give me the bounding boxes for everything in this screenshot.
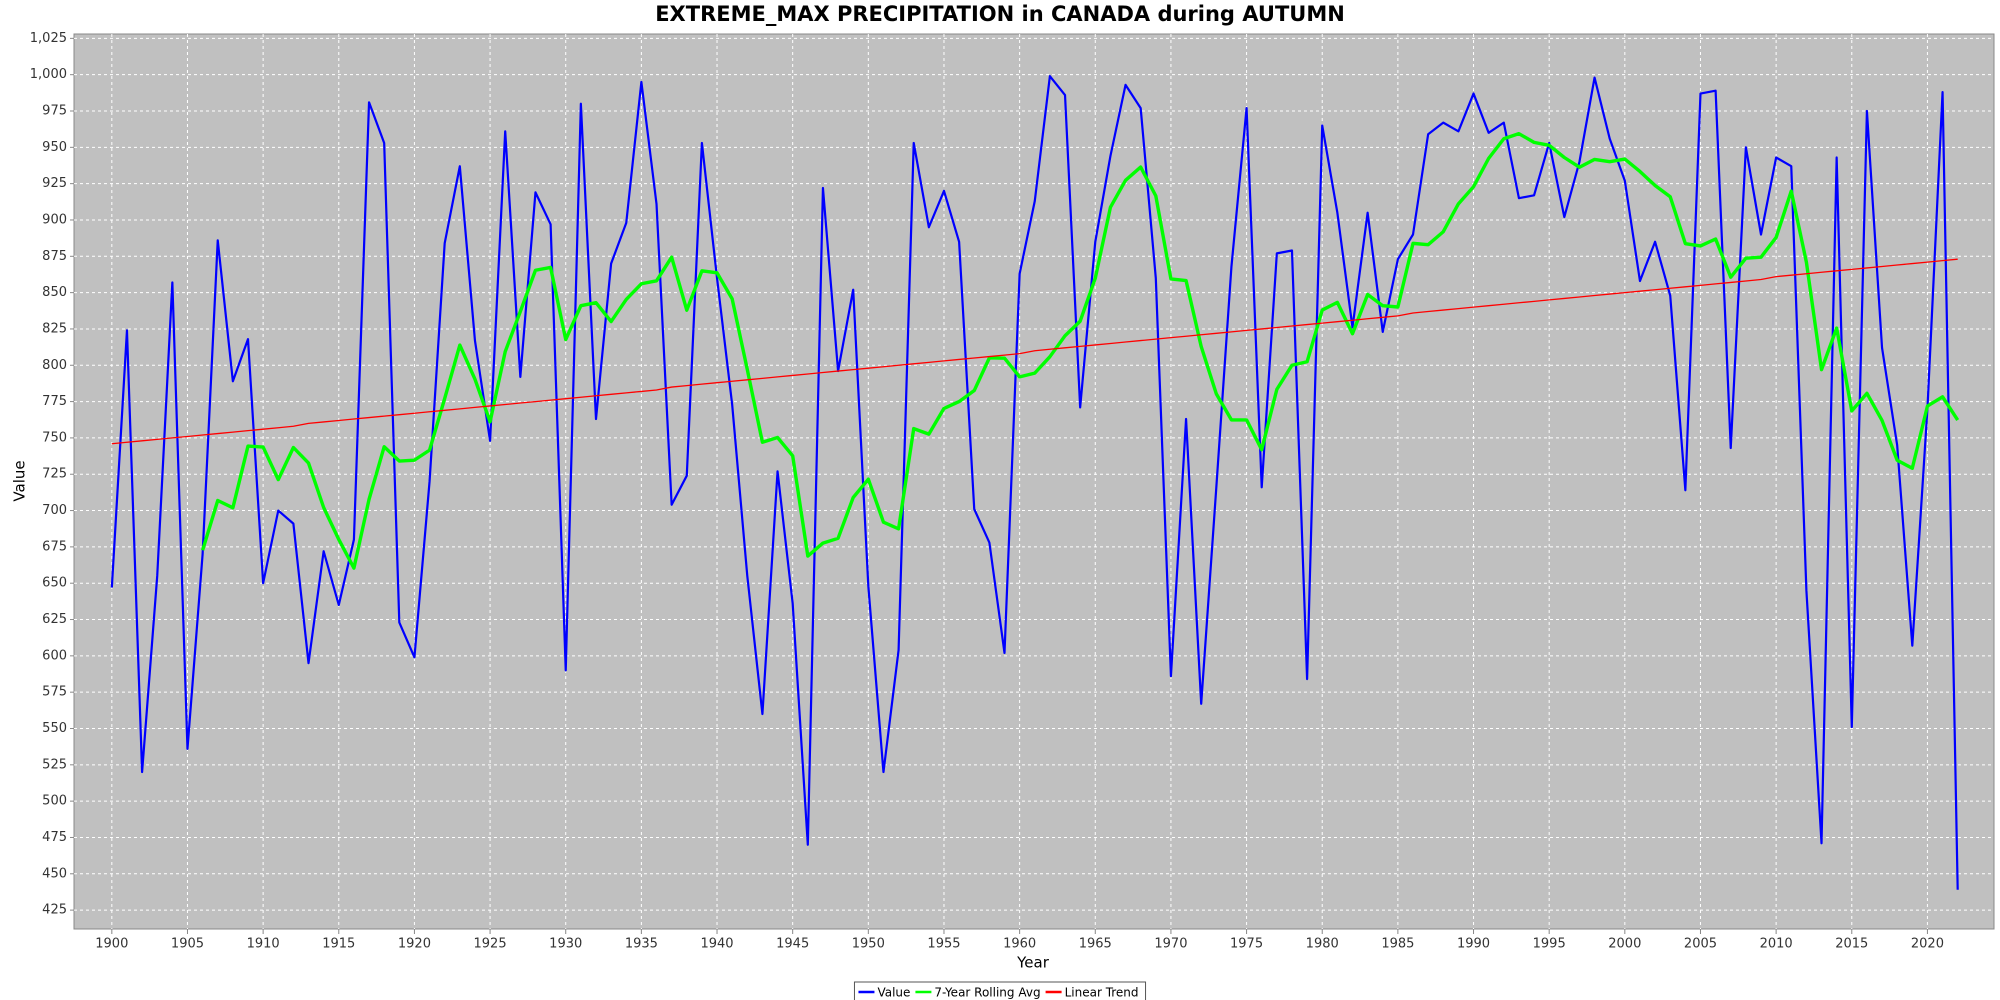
series-line	[111, 258, 1958, 445]
x-tick-label: 1970	[1154, 937, 1187, 952]
x-tick-label: 1930	[549, 937, 582, 952]
x-tick-label: 1965	[1079, 937, 1112, 952]
grid: 425 450 475 500 525 550 575 600 625 650 675 700 725 7…	[30, 31, 1994, 952]
x-tick-label: 1940	[700, 937, 733, 952]
y-tick-label: 725	[42, 467, 67, 482]
x-tick-label: 1920	[398, 937, 431, 952]
legend-label: Linear Trend	[1065, 986, 1139, 1000]
x-tick-label: 1960	[1003, 937, 1036, 952]
legend-box	[853, 981, 1147, 1000]
y-tick-label: 800	[42, 358, 67, 373]
legend: Value 7-Year Rolling Avg Linear Trend	[853, 981, 1147, 1000]
x-tick-label: 1945	[776, 937, 809, 952]
series-line	[110, 75, 1959, 890]
y-tick-label: 750	[42, 430, 67, 445]
x-axis-title: Year	[1016, 954, 1050, 972]
y-tick-label: 675	[42, 539, 67, 554]
chart-title: EXTREME_MAX PRECIPITATION in CANADA duri…	[655, 2, 1345, 26]
y-tick-label: 475	[42, 830, 67, 845]
x-tick-label: 1910	[247, 937, 280, 952]
x-tick-label: 1915	[322, 937, 355, 952]
y-tick-label: 925	[42, 176, 67, 191]
legend-label: Value	[877, 986, 910, 1000]
y-tick-label: 550	[42, 721, 67, 736]
y-tick-label: 875	[42, 249, 67, 264]
x-tick-label: 1905	[171, 937, 204, 952]
x-tick-label: 2005	[1684, 937, 1717, 952]
x-tick-label: 2010	[1760, 937, 1793, 952]
x-tick-label: 2020	[1911, 937, 1944, 952]
x-tick-label: 1990	[1457, 937, 1490, 952]
y-tick-label: 775	[42, 394, 67, 409]
x-tick-label: 2000	[1608, 937, 1641, 952]
y-tick-label: 700	[42, 503, 67, 518]
y-tick-label: 825	[42, 321, 67, 336]
y-tick-label: 600	[42, 648, 67, 663]
y-tick-label: 900	[42, 212, 67, 227]
lines	[110, 75, 1960, 890]
y-tick-label: 525	[42, 757, 67, 772]
y-tick-label: 625	[42, 612, 67, 627]
x-tick-label: 1985	[1381, 937, 1414, 952]
x-tick-label: 1995	[1533, 937, 1566, 952]
series-line	[200, 131, 1960, 570]
y-tick-label: 950	[42, 140, 67, 155]
y-tick-label: 1,025	[30, 31, 67, 46]
x-tick-label: 1955	[927, 937, 960, 952]
y-tick-label: 500	[42, 794, 67, 809]
y-tick-label: 425	[42, 903, 67, 918]
y-tick-label: 575	[42, 685, 67, 700]
plot-area	[73, 33, 1995, 930]
y-tick-label: 650	[42, 576, 67, 591]
x-tick-label: 1980	[1306, 937, 1339, 952]
y-tick-label: 1,000	[30, 67, 67, 82]
y-tick-label: 850	[42, 285, 67, 300]
x-tick-label: 1925	[474, 937, 507, 952]
y-axis-title: Value	[11, 460, 29, 501]
x-tick-label: 2015	[1835, 937, 1868, 952]
y-tick-label: 975	[42, 104, 67, 119]
y-tick-label: 450	[42, 866, 67, 881]
x-tick-label: 1935	[625, 937, 658, 952]
x-tick-label: 1975	[1230, 937, 1263, 952]
x-tick-label: 1950	[852, 937, 885, 952]
legend-label: 7-Year Rolling Avg	[934, 986, 1040, 1000]
x-tick-label: 1900	[95, 937, 128, 952]
